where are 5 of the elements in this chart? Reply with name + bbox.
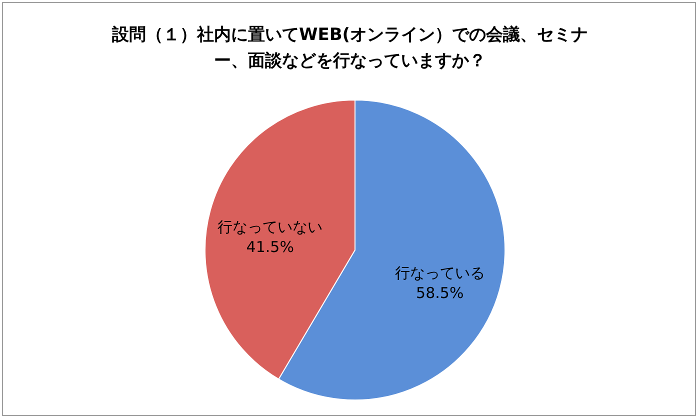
- slice-label: 行なっている: [394, 264, 485, 282]
- data-label: 41.5%: [246, 238, 294, 256]
- data-label: 58.5%: [416, 284, 464, 302]
- chart-title: 設問（１）社内に置いてWEB(オンライン）での会議、セミナー、面談などを行なっていますか？: [110, 24, 590, 73]
- slice-label: 行なっていない: [218, 218, 323, 236]
